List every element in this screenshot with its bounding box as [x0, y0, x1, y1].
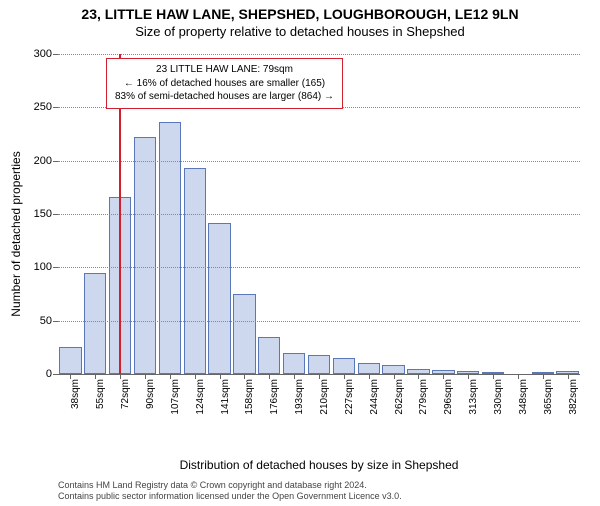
- histogram-bar: [134, 137, 156, 374]
- y-tick-label: 200: [34, 155, 58, 167]
- page-title: 23, LITTLE HAW LANE, SHEPSHED, LOUGHBORO…: [0, 6, 600, 22]
- annotation-line-1: 23 LITTLE HAW LANE: 79sqm: [156, 64, 293, 75]
- histogram-bar: [233, 294, 255, 374]
- x-tick-label: 313sqm: [468, 379, 479, 415]
- annotation-line-3: 83% of semi-detached houses are larger (…: [115, 90, 334, 104]
- gridline: [58, 54, 580, 55]
- histogram-bar: [59, 347, 81, 374]
- gridline: [58, 267, 580, 268]
- x-tick-label: 90sqm: [145, 379, 156, 409]
- gridline: [58, 321, 580, 322]
- histogram-bar: [258, 337, 280, 374]
- histogram-bar: [208, 223, 230, 374]
- x-tick-label: 141sqm: [220, 379, 231, 415]
- y-tick-label: 250: [34, 101, 58, 113]
- x-tick-label: 262sqm: [394, 379, 405, 415]
- footer-line-2: Contains public sector information licen…: [58, 491, 580, 502]
- x-tick-label: 330sqm: [493, 379, 504, 415]
- y-tick-label: 150: [34, 208, 58, 220]
- x-tick-label: 296sqm: [443, 379, 454, 415]
- x-tick-label: 176sqm: [269, 379, 280, 415]
- histogram-bar: [308, 355, 330, 374]
- footer-line-1: Contains HM Land Registry data © Crown c…: [58, 480, 580, 491]
- x-tick-label: 55sqm: [95, 379, 106, 409]
- gridline: [58, 214, 580, 215]
- y-tick-label: 50: [40, 315, 58, 327]
- y-tick-label: 0: [46, 368, 58, 380]
- x-tick-label: 38sqm: [70, 379, 81, 409]
- x-axis-label: Distribution of detached houses by size …: [180, 458, 459, 472]
- histogram-bar: [333, 358, 355, 374]
- y-tick-label: 300: [34, 48, 58, 60]
- histogram-bar: [358, 363, 380, 374]
- x-tick-label: 107sqm: [170, 379, 181, 415]
- x-tick-label: 193sqm: [294, 379, 305, 415]
- attribution-footer: Contains HM Land Registry data © Crown c…: [58, 480, 580, 503]
- x-tick-label: 348sqm: [518, 379, 529, 415]
- histogram-bar: [283, 353, 305, 374]
- x-tick-label: 124sqm: [195, 379, 206, 415]
- annotation-box: 23 LITTLE HAW LANE: 79sqm ← 16% of detach…: [106, 58, 343, 109]
- x-tick-label: 72sqm: [120, 379, 131, 409]
- annotation-line-2: ← 16% of detached houses are smaller (16…: [115, 77, 334, 91]
- x-tick-label: 365sqm: [543, 379, 554, 415]
- x-tick-label: 382sqm: [568, 379, 579, 415]
- x-tick-label: 158sqm: [244, 379, 255, 415]
- x-tick-label: 227sqm: [344, 379, 355, 415]
- x-tick-label: 279sqm: [418, 379, 429, 415]
- x-tick-label: 244sqm: [369, 379, 380, 415]
- histogram-bar: [382, 365, 404, 374]
- y-tick-label: 100: [34, 261, 58, 273]
- y-axis-label: Number of detached properties: [9, 151, 23, 316]
- histogram-bar: [184, 168, 206, 374]
- histogram-bar: [84, 273, 106, 374]
- page-subtitle: Size of property relative to detached ho…: [0, 24, 600, 39]
- chart-area: 05010015020025030023 LITTLE HAW LANE: 79…: [58, 54, 580, 414]
- gridline: [58, 161, 580, 162]
- x-tick-label: 210sqm: [319, 379, 330, 415]
